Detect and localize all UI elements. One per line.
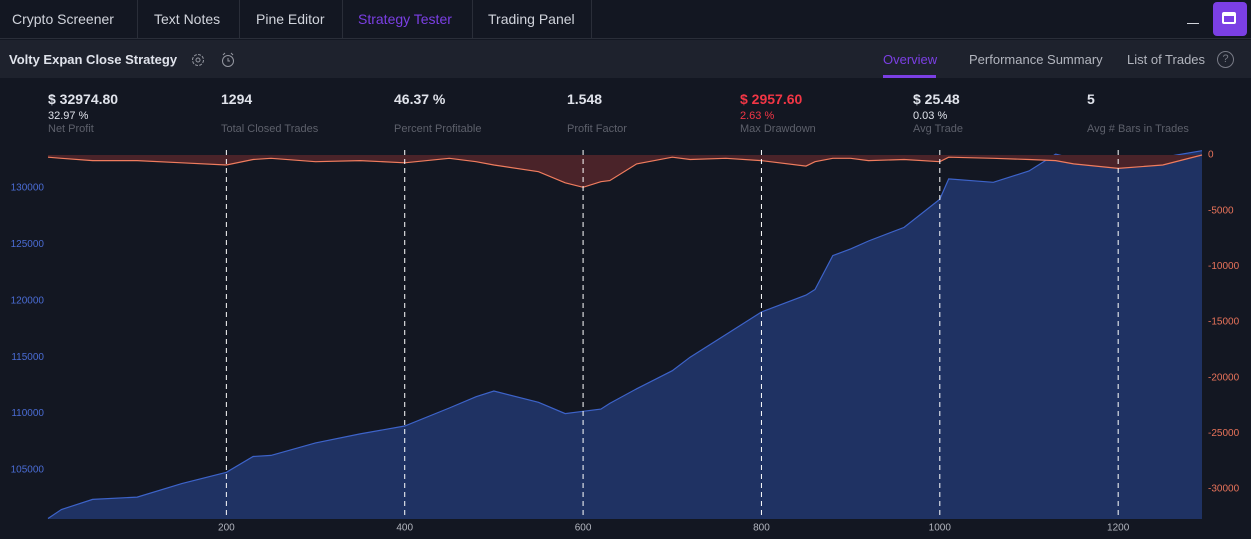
- area-fill: [48, 150, 1202, 519]
- tab[interactable]: Crypto Screener: [0, 0, 138, 60]
- y-tick-label: 130000: [11, 183, 45, 194]
- y2-tick-label: -5000: [1208, 205, 1234, 216]
- tab-label: Trading Panel: [488, 11, 575, 27]
- stat-sub: 32.97 %: [48, 110, 89, 122]
- view-tab[interactable]: List of Trades: [1127, 52, 1206, 67]
- tab[interactable]: Strategy Tester: [343, 0, 473, 38]
- stat-sub: 0.03 %: [913, 110, 948, 122]
- stat-label: Net Profit: [48, 123, 94, 135]
- y2-tick-label: -20000: [1208, 372, 1240, 383]
- stat-value: 46.37 %: [394, 91, 446, 107]
- settings-icon[interactable]: [192, 54, 204, 66]
- y2-tick-label: -10000: [1208, 261, 1240, 272]
- x-tick-label: 200: [218, 523, 235, 534]
- help-icon[interactable]: ?: [1217, 51, 1234, 68]
- tab[interactable]: Trading Panel: [473, 0, 592, 38]
- x-tick-label: 600: [575, 523, 592, 534]
- stat: 46.37 % Percent Profitable: [394, 91, 564, 135]
- y-tick-label: 115000: [11, 352, 44, 363]
- icons: [192, 52, 234, 67]
- stat: 5 Avg # Bars in Trades: [1087, 91, 1251, 135]
- y2-tick-label: 0: [1208, 150, 1214, 161]
- y-tick-label: 110000: [11, 408, 44, 419]
- strategy-bar: Volty Expan Close Strategy Overview Perf…: [0, 40, 1251, 78]
- y2-tick-label: -30000: [1208, 484, 1240, 495]
- area-fill: [48, 155, 1202, 188]
- tab-bar: Crypto Screener Text Notes Pine Editor S…: [0, 0, 1251, 60]
- x-tick-label: 1200: [1107, 523, 1130, 534]
- stat-label: Max Drawdown: [740, 123, 816, 135]
- alert-icon[interactable]: [222, 55, 234, 67]
- maximize-button[interactable]: [1213, 2, 1247, 36]
- y-tick-label: 120000: [11, 295, 45, 306]
- stat-value: 5: [1087, 91, 1095, 107]
- stat-value: $ 32974.80: [48, 91, 119, 107]
- chart: 200 400 600 800 1000 1200 105000 110000 115000 12…: [11, 150, 1240, 534]
- stat: $ 2957.60 2.63 % Max Drawdown: [740, 91, 910, 135]
- area-line: [47, 154, 1203, 188]
- y2-tick-label: -25000: [1208, 428, 1240, 439]
- x-tick-label: 400: [396, 523, 413, 534]
- stat: $ 25.48 0.03 % Avg Trade: [913, 91, 1083, 135]
- tab[interactable]: Text Notes: [138, 0, 240, 38]
- y-tick-label: 125000: [11, 239, 45, 250]
- view-tab[interactable]: Overview: [883, 52, 938, 67]
- tab-label: Strategy Tester: [358, 11, 452, 27]
- stat-value: 1294: [221, 91, 253, 107]
- stat-label: Percent Profitable: [394, 123, 482, 135]
- tab[interactable]: Pine Editor: [240, 0, 343, 38]
- stat-value: $ 2957.60: [740, 91, 803, 107]
- active-underline: [883, 75, 936, 78]
- stat-label: Profit Factor: [567, 123, 627, 135]
- y2-tick-label: -15000: [1208, 317, 1240, 328]
- strategy-name: Volty Expan Close Strategy: [9, 52, 178, 67]
- tab-label: Crypto Screener: [12, 11, 114, 27]
- stat-label: Avg # Bars in Trades: [1087, 123, 1189, 135]
- stat-label: Total Closed Trades: [221, 123, 319, 135]
- tab-label: Text Notes: [154, 11, 221, 27]
- minimize-button[interactable]: [1187, 23, 1199, 24]
- stat: $ 32974.80 32.97 % Net Profit: [48, 91, 218, 135]
- stat-value: 1.548: [567, 91, 603, 107]
- y-tick-label: 105000: [11, 465, 45, 476]
- x-tick-label: 1000: [929, 523, 952, 534]
- area-line: [47, 150, 1203, 519]
- view-tab[interactable]: Performance Summary: [969, 52, 1103, 67]
- stat: 1.548 Profit Factor: [567, 91, 737, 135]
- stat: 1294 Total Closed Trades: [221, 91, 391, 135]
- x-tick-label: 800: [753, 523, 770, 534]
- stat-value: $ 25.48: [913, 91, 960, 107]
- stat-label: Avg Trade: [913, 123, 963, 135]
- tab-label: Pine Editor: [256, 11, 325, 27]
- stat-sub: 2.63 %: [740, 110, 775, 122]
